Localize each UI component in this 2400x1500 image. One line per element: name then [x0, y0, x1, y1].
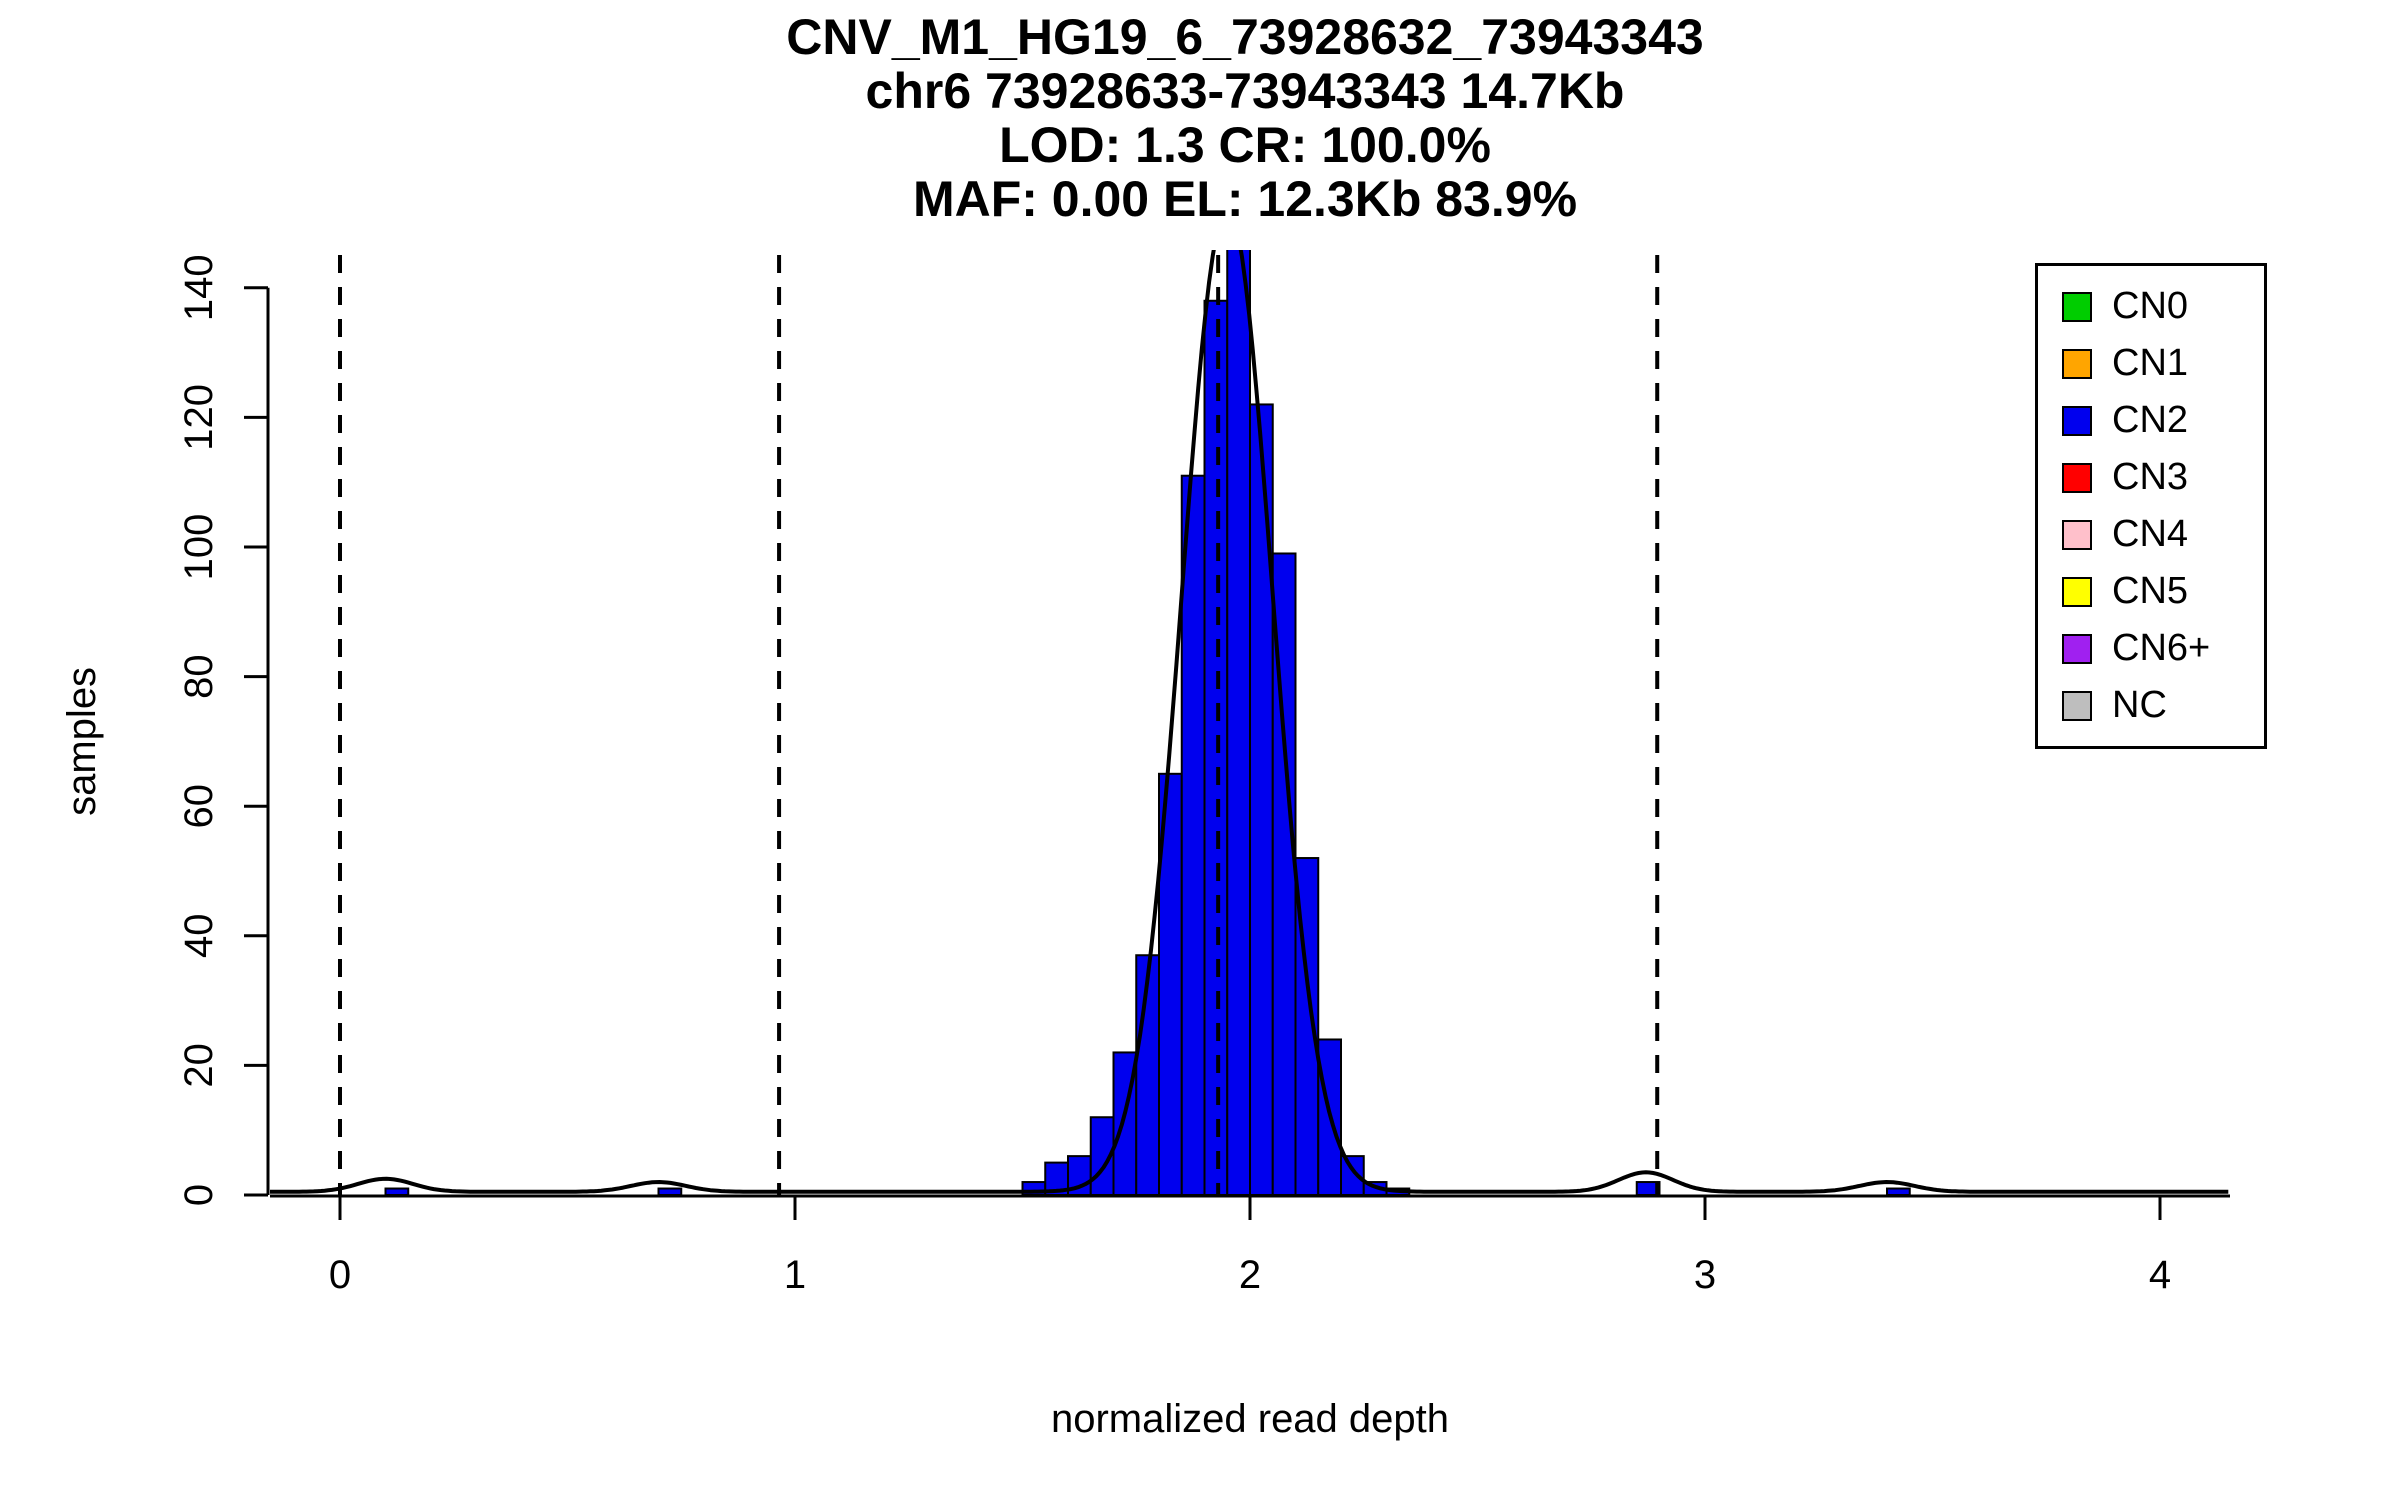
y-tick-label: 0 — [177, 1184, 221, 1206]
histogram-bar — [657, 1187, 683, 1195]
legend-item: CN6+ — [2038, 620, 2264, 677]
legend-swatch-cn4 — [2062, 519, 2092, 550]
histogram-bar — [1203, 299, 1229, 1195]
plot-title-block: CNV_M1_HG19_6_73928632_73943343 chr6 739… — [90, 10, 2400, 226]
legend-swatch-cn0 — [2062, 291, 2092, 322]
legend-item: CN0 — [2038, 278, 2264, 335]
y-tick-label: 140 — [177, 254, 221, 321]
x-tick-label: 1 — [784, 1253, 806, 1297]
legend-swatch-cn2 — [2062, 405, 2092, 436]
legend-label: CN4 — [2112, 513, 2189, 555]
title-line-3: LOD: 1.3 CR: 100.0% — [999, 117, 1491, 173]
y-tick-label: 40 — [177, 914, 221, 959]
title-line-1: CNV_M1_HG19_6_73928632_73943343 — [786, 9, 1704, 65]
histogram-bar — [1226, 250, 1251, 1195]
legend-swatch-cn3 — [2062, 462, 2092, 493]
x-tick-label: 4 — [2149, 1253, 2171, 1297]
legend-swatch-nc — [2062, 690, 2092, 721]
histogram-bar — [1635, 1181, 1661, 1195]
density-curve — [270, 250, 2229, 1194]
legend-label: CN1 — [2112, 342, 2189, 384]
legend-swatch-cn1 — [2062, 348, 2092, 379]
legend-label: NC — [2112, 684, 2167, 726]
x-axis-title: normalized read depth — [1051, 1397, 1449, 1441]
title-line-2: chr6 73928633-73943343 14.7Kb — [865, 63, 1625, 119]
legend-item: CN3 — [2038, 449, 2264, 506]
histogram-bars — [384, 250, 1911, 1195]
legend-item: CN4 — [2038, 506, 2264, 563]
title-line-4: MAF: 0.00 EL: 12.3Kb 83.9% — [912, 171, 1578, 227]
x-tick-label: 2 — [1239, 1253, 1261, 1297]
histogram-bar — [384, 1187, 410, 1195]
legend-item: CN5 — [2038, 563, 2264, 620]
legend-swatch-cn6+ — [2062, 633, 2092, 664]
y-tick-label: 20 — [177, 1043, 221, 1088]
legend-label: CN0 — [2112, 285, 2189, 327]
legend: CN0 CN1 CN2 CN3 CN4 CN5 CN6+ NC — [2035, 263, 2267, 749]
legend-swatch-cn5 — [2062, 576, 2092, 607]
x-tick-label: 3 — [1694, 1253, 1716, 1297]
y-tick-label: 120 — [177, 384, 221, 451]
y-axis-title: samples — [60, 667, 104, 816]
legend-item: CN1 — [2038, 335, 2264, 392]
y-tick-label: 60 — [177, 784, 221, 829]
histogram-bar — [1180, 474, 1206, 1195]
legend-label: CN2 — [2112, 399, 2189, 441]
legend-label: CN6+ — [2112, 627, 2211, 669]
legend-label: CN3 — [2112, 456, 2189, 498]
x-tick-label: 0 — [329, 1253, 351, 1297]
legend-item: CN2 — [2038, 392, 2264, 449]
legend-item: NC — [2038, 677, 2264, 734]
histogram-bar — [1886, 1187, 1911, 1195]
y-tick-label: 80 — [177, 654, 221, 699]
legend-label: CN5 — [2112, 570, 2189, 612]
y-tick-label: 100 — [177, 514, 221, 581]
histogram-bar — [1249, 403, 1274, 1195]
